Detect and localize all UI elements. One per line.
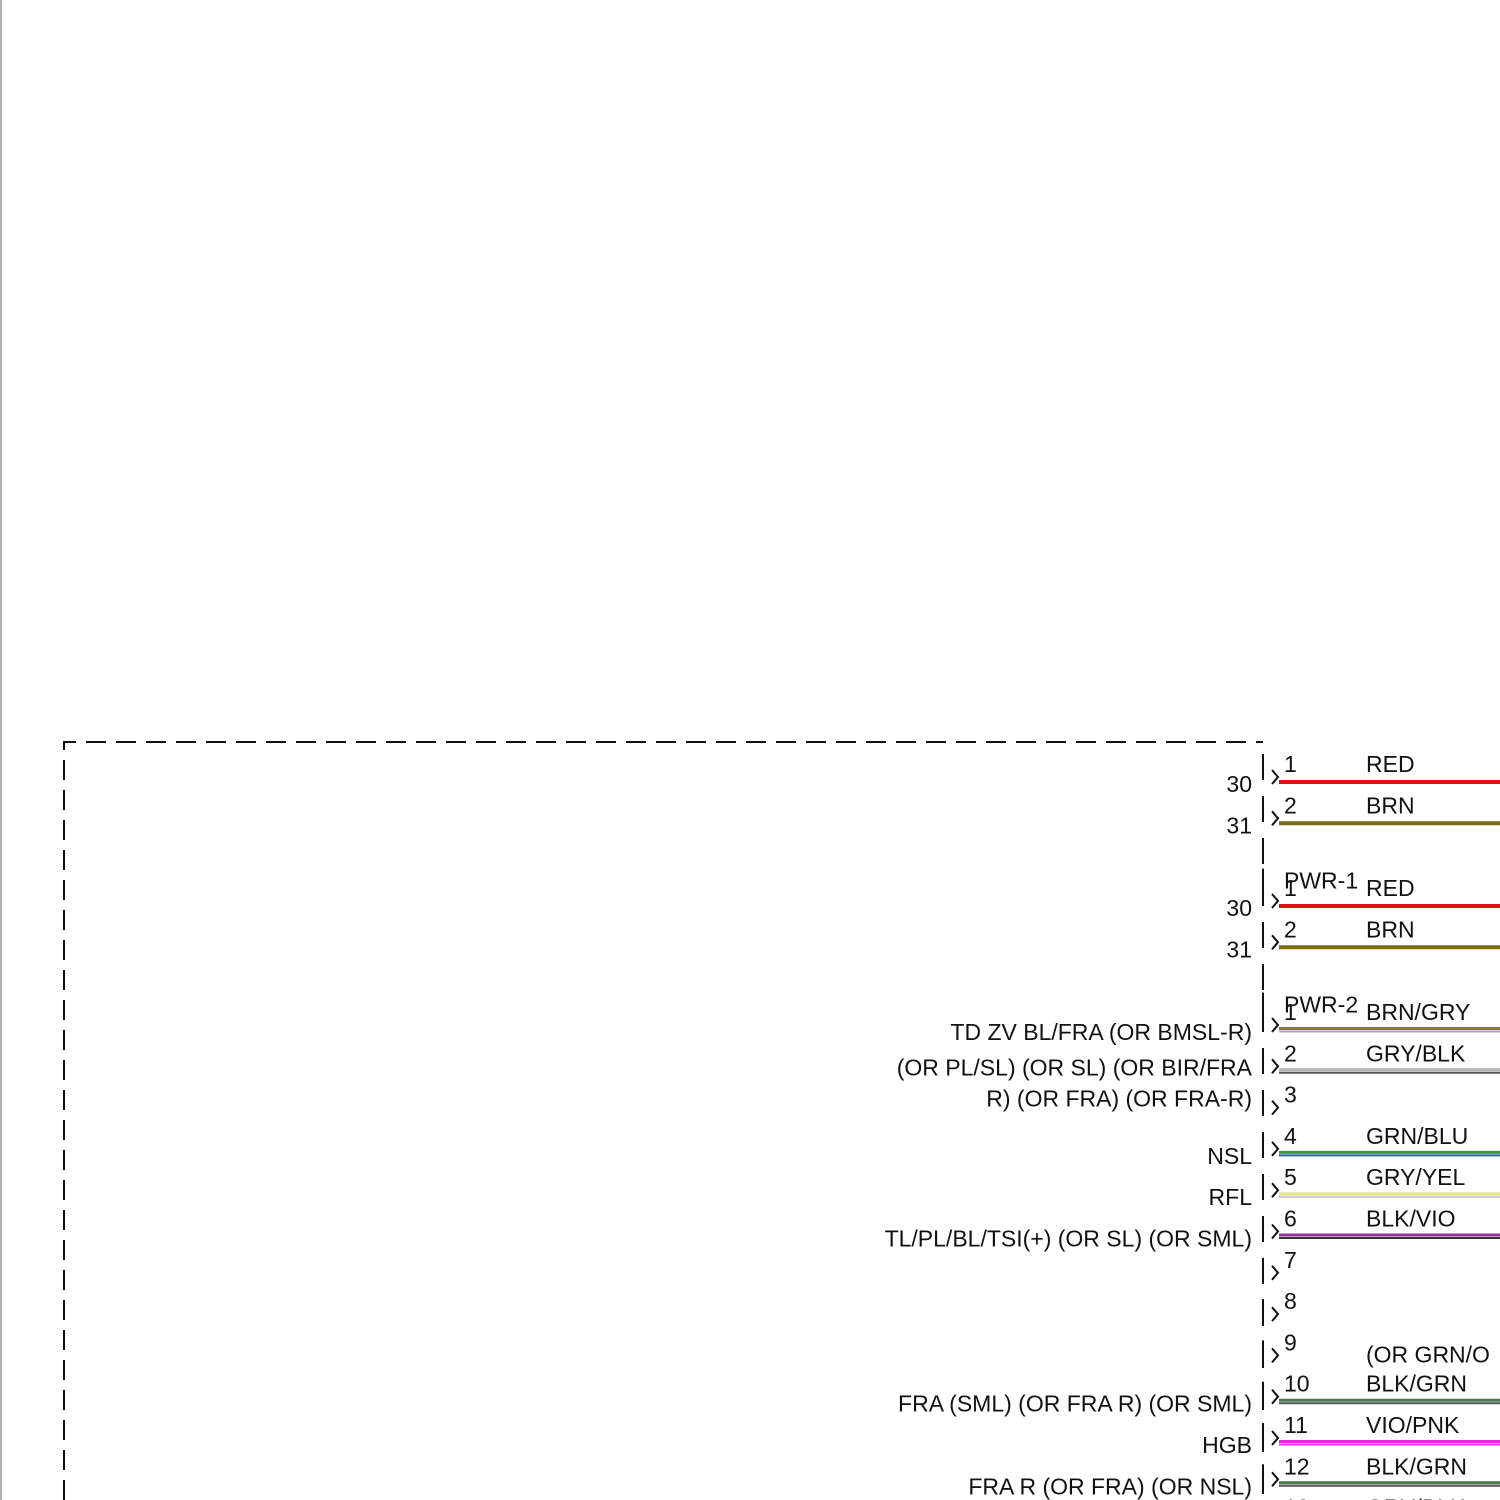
- terminal-number: 31: [1226, 936, 1252, 962]
- pin-number: 1: [1284, 875, 1297, 901]
- circuit-label: FRA R (OR FRA) (OR NSL): [968, 1473, 1252, 1499]
- connector-chevron: [1271, 1306, 1280, 1322]
- pin-number: 3: [1284, 1082, 1297, 1108]
- wire-color-label: BRN: [1366, 792, 1415, 818]
- pin-number: 2: [1284, 1040, 1297, 1066]
- connector-chevron: [1271, 1017, 1280, 1033]
- connector-chevron: [1271, 810, 1280, 826]
- pin-number: 5: [1284, 1164, 1297, 1190]
- connector-chevron: [1271, 934, 1280, 950]
- pin-number: 11: [1284, 1412, 1308, 1438]
- wire-color-label: GRN/BLU: [1366, 1123, 1468, 1149]
- pin-number: 1: [1284, 999, 1297, 1025]
- pin-number: 12: [1284, 1453, 1310, 1479]
- circuit-label: TL/PL/BL/TSI(+) (OR SL) (OR SML): [885, 1226, 1252, 1252]
- circuit-label: RFL: [1209, 1184, 1253, 1210]
- pin-number: 2: [1284, 916, 1297, 942]
- connector-name: PWR-1: [1284, 868, 1358, 894]
- pin-number: 2: [1284, 792, 1297, 818]
- wire-color-label: VIO/PNK: [1366, 1412, 1460, 1438]
- connector-chevron: [1271, 1265, 1280, 1281]
- pin-number: 6: [1284, 1206, 1297, 1232]
- wire-color-label: (OR GRN/O: [1366, 1341, 1490, 1367]
- pin-number: 1: [1284, 751, 1297, 777]
- wire-color-label: BRN: [1366, 916, 1415, 942]
- circuit-label: TD ZV BL/FRA (OR BMSL-R): [950, 1019, 1252, 1045]
- pin-number: 10: [1284, 1371, 1310, 1397]
- connector-chevron: [1271, 1347, 1280, 1364]
- module-boundary: [63, 741, 1263, 1500]
- circuit-label: NSL: [1207, 1143, 1252, 1169]
- pin-number: 9: [1284, 1329, 1297, 1355]
- connector-chevron: [1271, 1099, 1280, 1116]
- wire-color-label: BRN/GRY: [1366, 999, 1470, 1025]
- pin-number: 8: [1284, 1288, 1297, 1314]
- connector-chevron: [1271, 1141, 1280, 1157]
- terminal-number: 31: [1226, 812, 1252, 838]
- wire-color-label: BLK/VIO: [1366, 1206, 1455, 1232]
- connector-chevron: [1271, 1389, 1280, 1405]
- connector-chevron: [1271, 1471, 1280, 1487]
- connector-chevron: [1271, 893, 1280, 909]
- circuit-label: HGB: [1202, 1432, 1252, 1458]
- circuit-label: (OR PL/SL) (OR SL) (OR BIR/FRA: [897, 1054, 1253, 1080]
- connector-chevron: [1271, 769, 1280, 785]
- terminal-number: 30: [1226, 771, 1252, 797]
- pin-number: 7: [1284, 1247, 1297, 1273]
- connector-chevron: [1271, 1430, 1280, 1446]
- circuit-label: FRA (SML) (OR FRA R) (OR SML): [898, 1391, 1252, 1417]
- connector-chevron: [1271, 1058, 1280, 1074]
- wire-color-label: GRY/YEL: [1366, 1164, 1465, 1190]
- terminal-number: 30: [1226, 895, 1252, 921]
- wire-color-label: RED: [1366, 751, 1415, 777]
- circuit-label: R) (OR FRA) (OR FRA-R): [986, 1085, 1252, 1111]
- connector-name: PWR-2: [1284, 992, 1358, 1018]
- wire-color-label: GRY/BLK: [1366, 1040, 1466, 1066]
- connector-chevron: [1271, 1182, 1280, 1198]
- wire-color-label: BLK/GRN: [1366, 1453, 1467, 1479]
- wire-color-label: BLK/GRN: [1366, 1371, 1467, 1397]
- pin-number: 13: [1284, 1495, 1310, 1500]
- wire-color-label: GRY/BLK: [1366, 1495, 1466, 1500]
- connector-chevron: [1271, 1223, 1280, 1240]
- wire-color-label: RED: [1366, 875, 1415, 901]
- pin-number: 4: [1284, 1123, 1297, 1149]
